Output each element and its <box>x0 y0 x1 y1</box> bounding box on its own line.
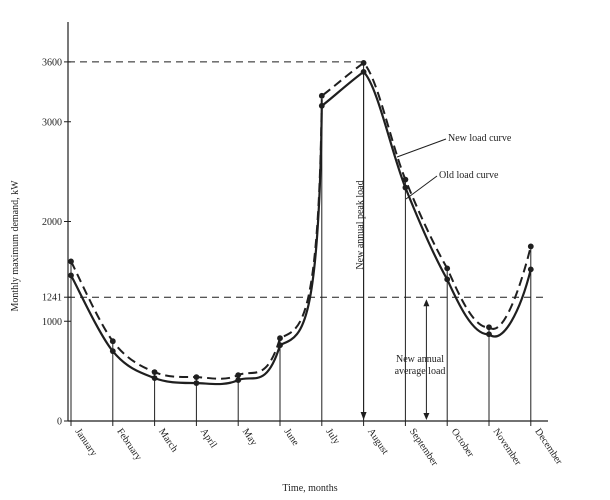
x-tick-label-october: October <box>449 427 477 460</box>
x-tick-label-august: August <box>365 427 390 457</box>
x-tick-label-january: January <box>73 427 100 459</box>
data-point-old-may <box>235 377 242 384</box>
old-load-curve-callout-line <box>405 175 438 200</box>
data-point-new-january <box>68 258 74 265</box>
y-axis-title: Monthly maximum demand, kW <box>10 180 21 312</box>
data-point-new-december <box>527 243 534 250</box>
data-point-old-october <box>444 276 451 283</box>
x-axis-title: Time, months <box>282 483 337 494</box>
data-point-old-july <box>318 102 325 109</box>
series-line-old-load-curve <box>70 70 532 386</box>
data-point-old-december <box>527 266 534 273</box>
x-tick-label-july: July <box>323 427 341 447</box>
y-tick-label-2: 1241 <box>42 293 62 304</box>
y-tick-label-4: 3000 <box>42 117 62 128</box>
data-point-new-april <box>193 374 200 381</box>
x-tick-label-march: March <box>156 427 180 455</box>
average-load-annotation: New annual average load <box>395 354 446 377</box>
data-points <box>68 59 534 386</box>
data-point-new-may <box>235 372 242 379</box>
y-tick-label-5: 3600 <box>42 57 62 68</box>
average-load-arrowhead-up <box>423 299 430 307</box>
peak-load-annotation: New annual peak load <box>355 180 366 269</box>
old-load-curve-label: Old load curve <box>439 170 499 181</box>
x-tick-label-february: February <box>114 427 143 463</box>
data-point-new-november <box>486 324 492 331</box>
data-point-old-june <box>277 342 283 349</box>
x-tick-label-november: November <box>491 427 524 469</box>
y-tick-label-0: 0 <box>57 417 62 428</box>
x-tick-label-april: April <box>198 427 219 451</box>
series-callouts: New load curve Old load curve <box>396 133 512 200</box>
data-point-new-march <box>151 369 158 376</box>
data-point-old-november <box>486 331 492 338</box>
data-point-old-august <box>360 68 367 75</box>
x-tick-label-may: May <box>240 427 259 448</box>
average-load-arrowhead-down <box>423 413 430 420</box>
y-tick-label-3: 2000 <box>42 217 62 228</box>
data-point-new-september <box>402 176 409 183</box>
tick-labels: 0 1000 1241 2000 3000 3600 January February Marc… <box>42 57 565 468</box>
data-point-new-february <box>109 338 116 345</box>
axes <box>64 22 548 422</box>
average-load-annotation-line-2: average load <box>395 366 446 377</box>
data-point-new-june <box>277 335 283 342</box>
data-point-old-february <box>109 348 116 355</box>
series-lines <box>70 61 532 386</box>
series-line-new-load-curve <box>70 61 532 380</box>
new-load-curve-callout-line <box>396 138 447 158</box>
x-tick-label-september: September <box>407 427 440 469</box>
y-tick-label-1: 1000 <box>42 317 62 328</box>
data-point-new-july <box>318 92 325 99</box>
data-point-new-october <box>444 265 451 272</box>
data-point-old-september <box>402 184 409 191</box>
x-tick-label-june: June <box>282 427 302 449</box>
new-load-curve-label: New load curve <box>448 133 512 144</box>
average-load-annotation-line-1: New annual <box>396 354 444 365</box>
x-tick-label-december: December <box>532 427 564 468</box>
data-point-new-august <box>360 59 367 66</box>
data-point-old-january <box>68 272 74 279</box>
data-point-old-march <box>151 375 158 382</box>
data-point-old-april <box>193 380 200 386</box>
